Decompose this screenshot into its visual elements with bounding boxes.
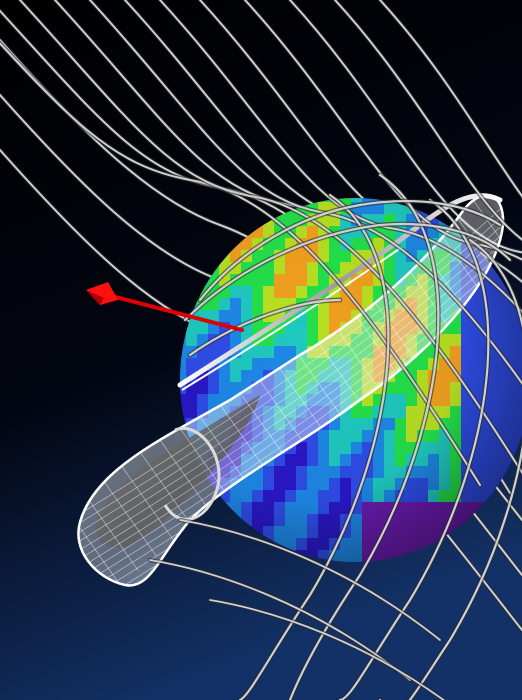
field-line xyxy=(244,0,522,261)
field-line xyxy=(188,298,342,357)
field-line xyxy=(179,519,441,641)
mesh-line xyxy=(78,226,504,548)
field-line xyxy=(288,173,440,700)
field-line xyxy=(379,0,522,198)
field-line xyxy=(19,0,522,475)
direction-arrow xyxy=(86,282,244,332)
field-line xyxy=(198,200,502,302)
mesh-line xyxy=(78,199,504,521)
mesh-line xyxy=(78,244,504,566)
field-line xyxy=(334,0,522,241)
field-line xyxy=(338,198,490,700)
field-line xyxy=(159,0,522,314)
field-line xyxy=(183,223,512,322)
field-line xyxy=(378,238,522,700)
mesh-line xyxy=(78,253,504,575)
field-line xyxy=(289,0,522,254)
field-line xyxy=(0,42,481,486)
field-line xyxy=(238,193,390,700)
mesh-line xyxy=(78,217,504,539)
mesh-line xyxy=(78,208,504,530)
field-line xyxy=(149,559,411,681)
field-line xyxy=(209,599,445,700)
mesh-line xyxy=(78,262,504,584)
